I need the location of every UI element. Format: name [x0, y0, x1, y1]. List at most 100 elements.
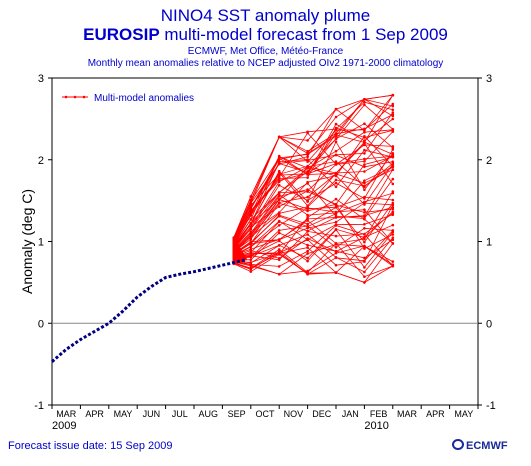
- forecast-point: [232, 236, 236, 239]
- x-tick-label: OCT: [256, 409, 276, 419]
- forecast-point: [334, 115, 338, 119]
- forecast-point: [334, 250, 338, 253]
- forecast-point: [249, 218, 253, 221]
- forecast-member-line: [233, 123, 394, 260]
- forecast-point: [391, 213, 395, 216]
- forecast-member-line: [233, 234, 394, 273]
- forecast-point: [391, 102, 395, 106]
- forecast-point: [277, 244, 281, 247]
- forecast-point: [391, 154, 395, 158]
- forecast-point: [391, 223, 395, 227]
- x-tick-label: MAY: [114, 409, 133, 419]
- forecast-point: [391, 236, 395, 239]
- forecast-point: [391, 130, 395, 133]
- forecast-point: [363, 227, 366, 230]
- forecast-point: [391, 104, 395, 108]
- forecast-point: [306, 130, 309, 134]
- forecast-point: [334, 255, 338, 259]
- forecast-point: [363, 98, 366, 101]
- forecast-point: [363, 170, 366, 173]
- forecast-point: [363, 103, 366, 107]
- forecast-point: [277, 169, 281, 173]
- forecast-point: [391, 233, 395, 236]
- forecast-member-line: [233, 155, 393, 260]
- ecmwf-logo-text: ECMWF: [466, 440, 508, 452]
- forecast-point: [249, 231, 253, 235]
- forecast-point: [363, 223, 366, 226]
- forecast-point: [249, 267, 253, 270]
- forecast-point: [306, 259, 309, 263]
- legend-swatch-point: [73, 95, 77, 99]
- forecast-point: [306, 150, 309, 153]
- forecast-point: [277, 238, 281, 242]
- forecast-point: [363, 240, 366, 244]
- observed-series-line: [51, 258, 247, 363]
- year-label: 2009: [52, 420, 76, 432]
- forecast-point: [334, 178, 338, 182]
- x-tick-label: AUG: [198, 409, 218, 419]
- forecast-point: [334, 181, 338, 185]
- forecast-point: [334, 263, 338, 267]
- forecast-point: [363, 163, 366, 166]
- forecast-point: [306, 195, 309, 199]
- forecast-member-line: [233, 98, 394, 260]
- forecast-point: [306, 173, 309, 176]
- forecast-point: [249, 198, 253, 202]
- y-tick-label-right: 2: [486, 155, 492, 167]
- forecast-point: [249, 225, 253, 229]
- forecast-point: [334, 214, 338, 218]
- forecast-point: [391, 238, 395, 241]
- legend-swatch-point: [64, 95, 68, 99]
- forecast-issue-date: Forecast issue date: 15 Sep 2009: [8, 440, 173, 452]
- y-tick-label-right: 3: [486, 73, 492, 85]
- forecast-point: [334, 132, 338, 135]
- forecast-point: [334, 149, 338, 153]
- forecast-point: [249, 253, 253, 257]
- forecast-point: [277, 257, 281, 260]
- forecast-point: [306, 222, 309, 226]
- forecast-point: [363, 232, 366, 236]
- x-tick-label: JUN: [143, 409, 161, 419]
- forecast-point: [249, 207, 253, 211]
- forecast-point: [363, 136, 366, 139]
- forecast-point: [391, 114, 395, 118]
- forecast-point: [277, 191, 281, 194]
- forecast-point: [277, 154, 281, 158]
- chart-subtitle: EUROSIP multi-model forecast from 1 Sep …: [0, 25, 531, 45]
- forecast-point: [391, 260, 395, 263]
- y-tick-label-right: 0: [486, 318, 492, 330]
- forecast-point: [306, 209, 309, 213]
- forecast-point: [277, 205, 281, 208]
- forecast-point: [306, 225, 309, 228]
- chart-credits: ECMWF, Met Office, Météo-France: [187, 46, 344, 57]
- forecast-point: [249, 270, 253, 273]
- forecast-point: [363, 130, 366, 134]
- forecast-point: [363, 100, 366, 104]
- forecast-member-line: [233, 225, 394, 267]
- forecast-point: [391, 230, 395, 234]
- x-tick-label: FEB: [370, 409, 388, 419]
- forecast-point: [363, 160, 366, 163]
- x-tick-label: MAY: [454, 409, 473, 419]
- forecast-point: [249, 237, 253, 241]
- forecast-point: [306, 272, 309, 276]
- forecast-point: [363, 217, 366, 220]
- x-tick-label: DEC: [312, 409, 332, 419]
- forecast-point: [334, 202, 338, 206]
- chart-description: Monthly mean anomalies relative to NCEP …: [87, 58, 444, 69]
- forecast-point: [363, 197, 366, 200]
- forecast-point: [363, 185, 366, 188]
- forecast-point: [363, 141, 366, 144]
- forecast-point: [334, 228, 338, 232]
- forecast-point: [277, 156, 281, 160]
- forecast-point: [306, 238, 309, 241]
- forecast-point: [334, 163, 338, 166]
- forecast-point: [249, 245, 253, 248]
- forecast-point: [249, 251, 253, 255]
- forecast-point: [391, 205, 395, 209]
- forecast-point: [363, 208, 366, 211]
- forecast-point: [391, 207, 395, 211]
- forecast-point: [277, 214, 281, 218]
- chart-title: NINO4 SST anomaly plume: [160, 6, 371, 25]
- forecast-point: [277, 198, 281, 201]
